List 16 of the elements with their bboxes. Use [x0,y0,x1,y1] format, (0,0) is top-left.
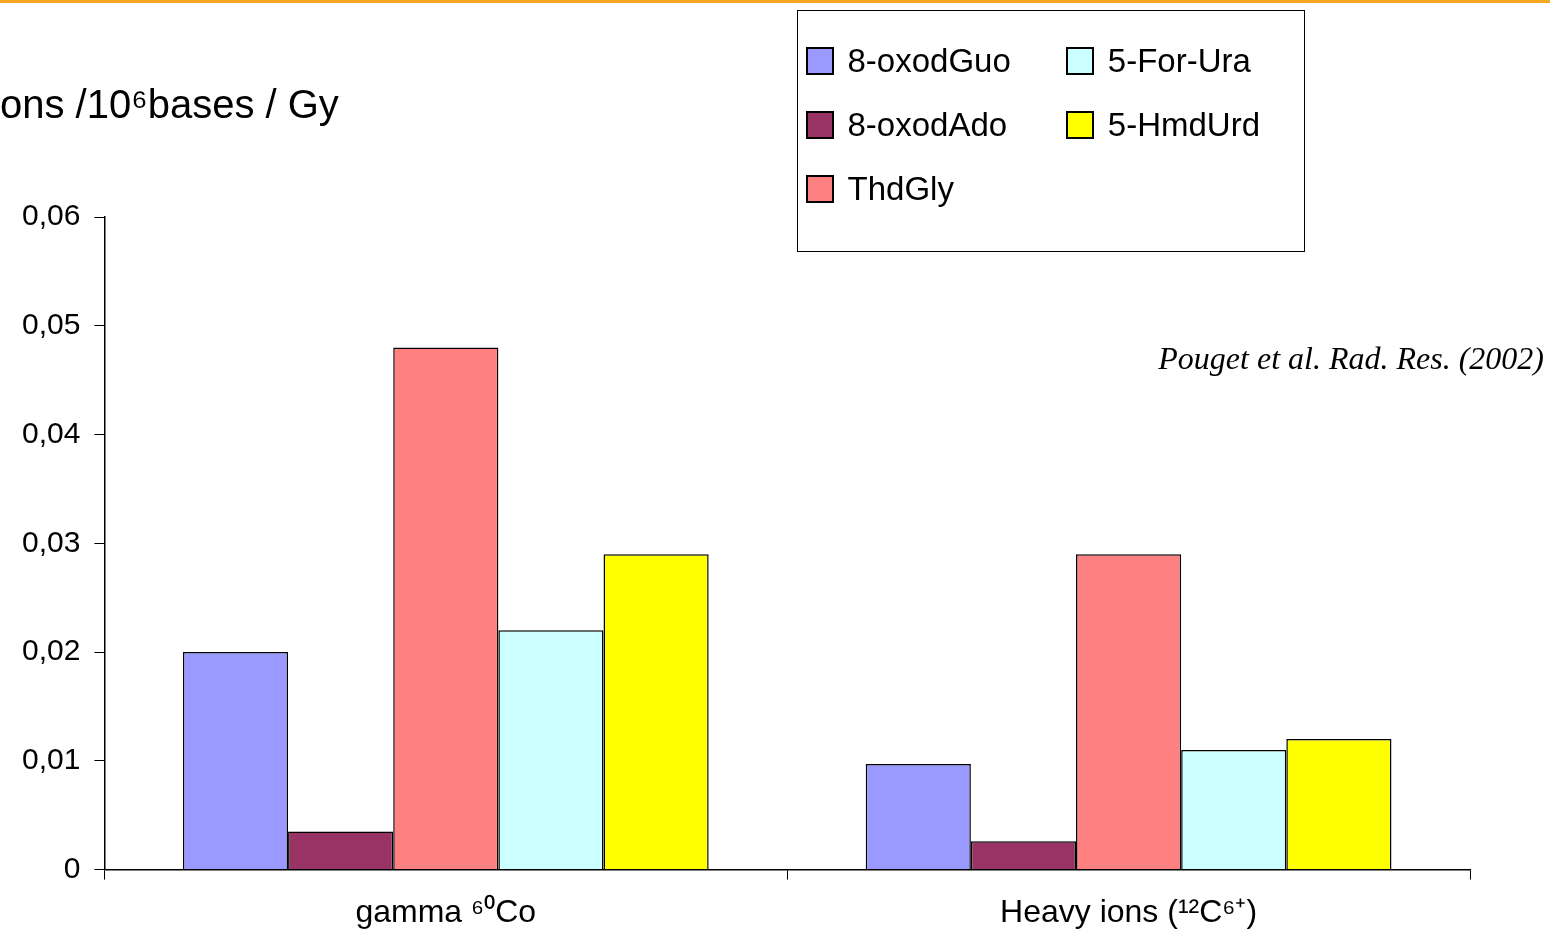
legend-label: ThdGly [847,170,954,208]
legend-label: 5-HmdUrd [1107,106,1260,144]
y-tick-label: 0,06 [22,198,81,232]
annotation: Pouget et al. Rad. Res. (2002) [1158,340,1544,377]
y-axis-title: ons /10⁶bases / Gy [0,82,339,127]
legend-label: 5-For-Ura [1107,42,1251,80]
legend-label: 8-oxodAdo [847,106,1008,144]
y-tick-label: 0,04 [22,415,81,449]
x-tick-label: gamma ⁶⁰Co [355,892,537,929]
legend-label: 8-oxodGuo [847,42,1011,80]
y-tick-label: 0 [63,850,81,884]
y-tick-label: 0,02 [22,633,81,667]
y-tick-label: 0,03 [22,524,81,558]
y-tick-label: 0,01 [22,742,81,776]
x-tick-label: Heavy ions (¹²C⁶⁺) [1000,892,1258,929]
y-tick-label: 0,05 [22,307,81,341]
